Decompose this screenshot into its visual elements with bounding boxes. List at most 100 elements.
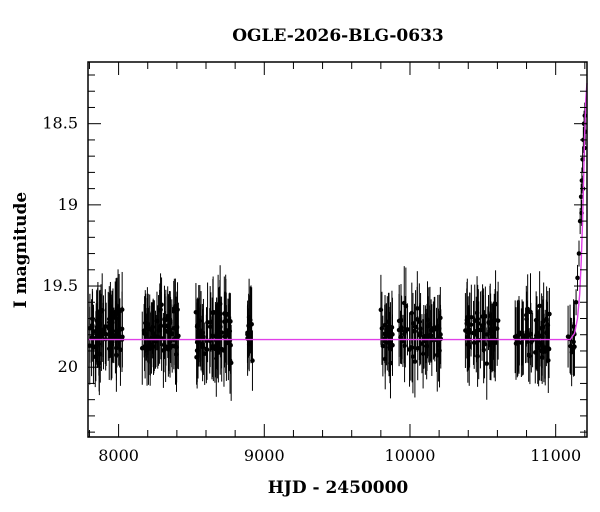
data-point xyxy=(525,306,530,312)
data-point xyxy=(578,194,584,200)
data-point xyxy=(95,333,100,339)
data-point xyxy=(217,318,222,323)
axis-ticks-group xyxy=(88,62,587,437)
x-tick-label: 11000 xyxy=(530,446,581,465)
data-point xyxy=(106,320,112,325)
data-point xyxy=(420,351,426,357)
data-point xyxy=(491,318,497,323)
model-curve xyxy=(88,83,588,341)
data-point xyxy=(535,330,540,336)
data-point xyxy=(542,345,548,350)
data-point xyxy=(409,310,415,316)
data-point xyxy=(544,330,550,335)
data-point xyxy=(432,326,438,332)
data-point xyxy=(427,321,433,327)
x-axis-label: HJD - 2450000 xyxy=(268,478,409,498)
data-point xyxy=(109,326,115,332)
data-point xyxy=(413,324,418,330)
data-point xyxy=(483,313,488,319)
model-curve-group xyxy=(88,83,588,341)
data-point xyxy=(412,359,418,364)
data-points-group xyxy=(87,102,588,401)
data-point xyxy=(526,352,531,358)
data-point xyxy=(200,334,206,340)
data-point xyxy=(540,324,546,330)
data-point xyxy=(573,299,579,305)
data-point xyxy=(142,343,148,349)
data-point xyxy=(575,275,580,281)
data-point xyxy=(465,315,470,320)
y-tick-label: 20 xyxy=(58,357,78,376)
data-point xyxy=(434,352,440,358)
y-axis-label: I magnitude xyxy=(11,192,31,309)
data-point xyxy=(202,351,207,357)
y-tick-label: 19.5 xyxy=(42,276,78,295)
data-point xyxy=(154,318,160,324)
data-point xyxy=(418,326,423,332)
data-point xyxy=(532,350,538,355)
data-point xyxy=(195,322,200,328)
data-point xyxy=(424,335,430,340)
data-point xyxy=(469,314,474,320)
y-tick-label: 18.5 xyxy=(42,114,78,133)
data-point xyxy=(213,356,219,361)
data-point xyxy=(488,321,493,326)
plot-frame xyxy=(87,61,588,438)
data-point xyxy=(245,332,250,337)
data-point xyxy=(403,303,409,309)
data-point xyxy=(147,326,153,332)
data-point xyxy=(402,343,407,348)
data-point xyxy=(572,344,577,350)
data-point xyxy=(484,361,490,366)
data-point xyxy=(571,324,576,329)
data-point xyxy=(103,324,108,329)
x-tick-label: 10000 xyxy=(385,446,436,465)
data-point xyxy=(379,326,385,331)
data-point xyxy=(165,313,170,319)
data-point xyxy=(378,307,384,313)
x-tick-label: 8000 xyxy=(98,446,139,465)
data-point xyxy=(479,323,485,329)
data-point xyxy=(228,319,233,324)
data-point xyxy=(417,332,422,338)
data-point xyxy=(246,341,252,347)
data-point xyxy=(410,354,416,359)
data-point xyxy=(482,341,487,347)
data-point xyxy=(250,358,255,363)
data-point xyxy=(101,327,106,333)
data-point xyxy=(161,348,166,353)
data-point xyxy=(473,332,479,337)
chart-title: OGLE-2026-BLG-0633 xyxy=(232,26,444,46)
data-point xyxy=(484,332,490,337)
data-point xyxy=(97,320,102,325)
data-point xyxy=(382,339,388,344)
data-point xyxy=(169,331,175,337)
data-point xyxy=(471,340,477,346)
y-tick-label: 19 xyxy=(58,195,78,214)
data-point xyxy=(494,326,500,331)
tick-labels-group: 8000 9000 10000 11000 18.5 19 19.5 20 xyxy=(42,114,581,465)
data-point xyxy=(161,342,167,348)
data-point xyxy=(474,310,480,316)
data-point xyxy=(114,352,119,358)
data-point xyxy=(115,305,121,311)
data-point xyxy=(97,351,103,357)
data-point xyxy=(517,330,522,336)
data-point xyxy=(218,324,223,330)
data-point xyxy=(159,302,164,308)
x-tick-label: 9000 xyxy=(244,446,285,465)
data-point xyxy=(386,319,391,325)
data-point xyxy=(172,306,177,311)
data-point xyxy=(396,327,402,333)
data-point xyxy=(569,349,574,355)
data-point xyxy=(227,358,233,363)
data-point xyxy=(465,342,471,347)
data-point xyxy=(389,325,395,330)
data-point xyxy=(210,310,216,316)
data-point xyxy=(113,334,118,340)
data-point xyxy=(145,322,150,328)
data-point xyxy=(118,347,123,353)
data-point xyxy=(204,347,210,352)
data-point xyxy=(435,323,441,329)
